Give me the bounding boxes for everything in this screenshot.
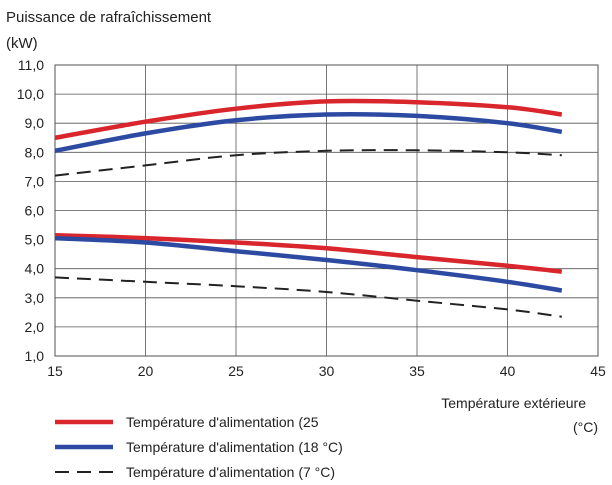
x-tick-labels: 15 20 25 30 35 40 45 [47,363,606,379]
series-line-lower-1 [54,235,563,293]
x-axis-label: Température extérieure [441,395,586,411]
x-tick-label: 35 [409,363,425,379]
y-tick-label: 8,0 [25,144,45,160]
y-tick-label: 11,0 [18,57,44,73]
x-tick-label: 20 [138,363,154,379]
y-tick-label: 4,0 [25,261,45,277]
y-tick-label: 2,0 [25,319,45,335]
x-tick-label: 45 [590,363,606,379]
y-tick-label: 3,0 [25,290,45,306]
x-tick-label: 30 [319,363,335,379]
y-tick-labels: 1,0 2,0 3,0 4,0 5,0 6,0 7,0 8,0 9,0 10,0 11,0 [17,57,44,364]
chart-title: Puissance de rafraîchissement [6,9,212,26]
y-tick-label: 5,0 [25,232,45,248]
y-tick-label: 6,0 [25,203,45,219]
y-tick-label: 10,0 [17,86,44,102]
series-line-upper-0 [54,98,563,141]
series-line-upper-1 [54,111,563,154]
legend: Température d'alimentation (25 Températur… [55,414,343,480]
y-tick-label: 9,0 [25,115,45,131]
x-tick-label: 40 [500,363,516,379]
legend-label: Température d'alimentation (7 °C) [126,464,335,480]
y-tick-label: 7,0 [25,173,45,189]
x-tick-label: 15 [47,363,63,379]
series-group [54,98,563,318]
legend-label: Température d'alimentation (25 [126,414,319,430]
series-line-upper-2 [54,149,562,177]
legend-label: Température d'alimentation (18 °C) [126,439,343,455]
x-tick-label: 25 [228,363,244,379]
y-axis-unit: (kW) [6,35,38,52]
x-axis-unit: (°C) [573,419,598,435]
series-line-lower-2 [54,276,562,318]
y-tick-label: 1,0 [25,348,45,364]
series-line-lower-0 [54,232,563,274]
